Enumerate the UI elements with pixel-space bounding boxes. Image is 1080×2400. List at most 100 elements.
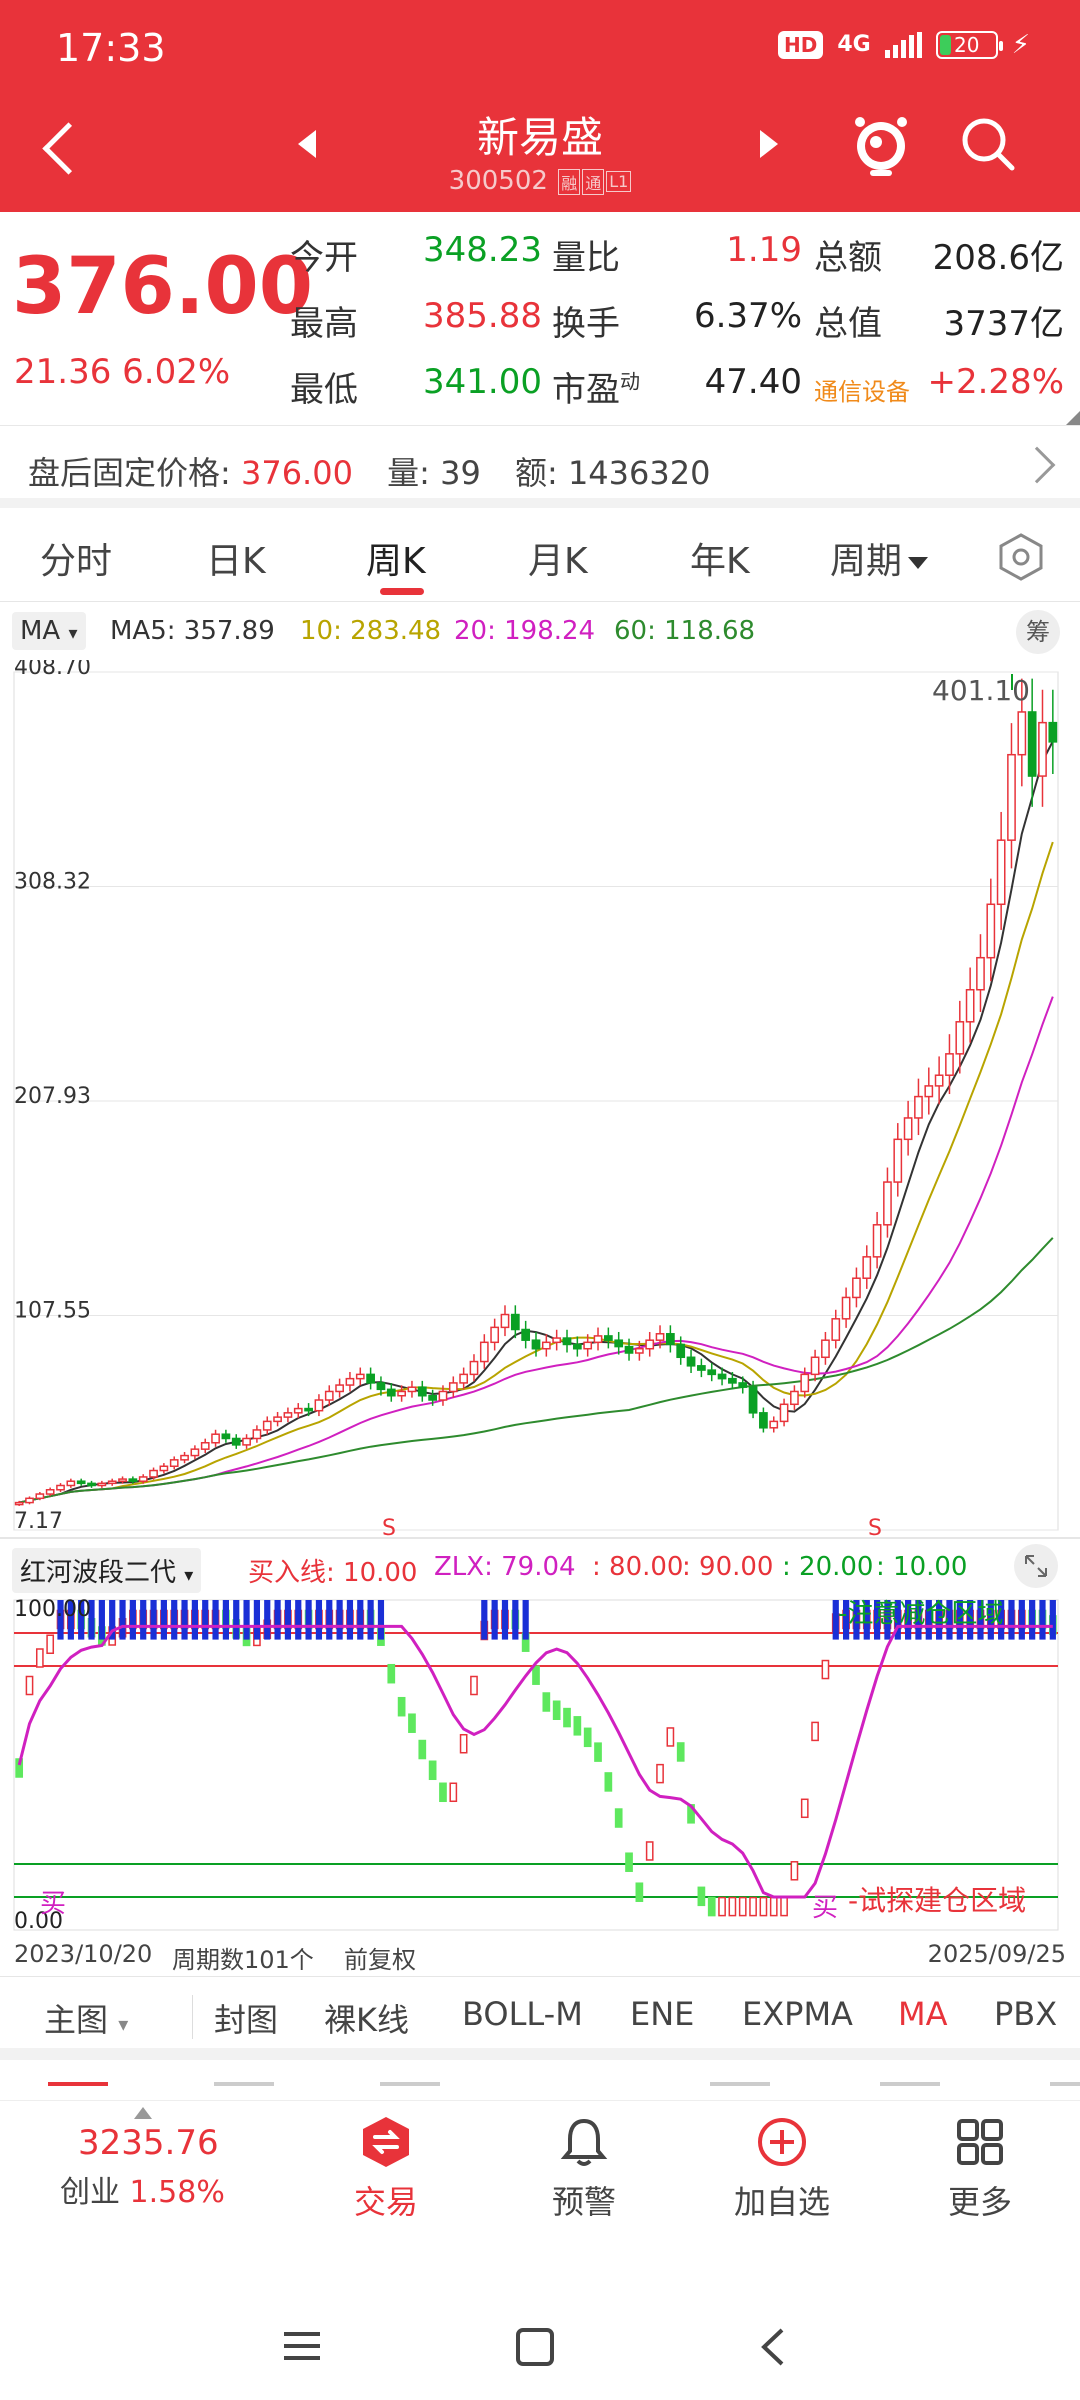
candle [231, 1437, 241, 1446]
nav-add-watchlist[interactable]: 加自选 [722, 2115, 842, 2223]
indicator-select[interactable]: 红河波段二代 ▾ [12, 1548, 202, 1593]
market-cap-value: 3737亿 [943, 304, 1064, 344]
next-stock-icon[interactable] [760, 130, 778, 158]
overbought-bar [274, 1600, 281, 1640]
ma-select[interactable]: MA ▾ [12, 612, 86, 650]
system-back-icon[interactable] [761, 2328, 784, 2366]
search-icon[interactable] [958, 114, 1018, 174]
sector-link[interactable]: 通信设备 [814, 378, 910, 406]
tab-monthly[interactable]: 月K [528, 541, 588, 582]
period-count: 周期数101个 [172, 1946, 314, 1974]
candle [996, 839, 1006, 906]
candle [707, 1369, 717, 1376]
tool-ene[interactable]: ENE [630, 1995, 695, 2033]
candle [355, 1373, 365, 1380]
hd-icon: HD [778, 31, 824, 59]
candle [738, 1382, 748, 1388]
low-label: 最低 [290, 370, 358, 410]
overbought-bar [98, 1600, 105, 1640]
expand-corner-icon[interactable] [1066, 411, 1080, 425]
overbought-bar [326, 1600, 333, 1640]
tool-overlay[interactable]: 封图 [214, 2001, 279, 2039]
overbought-bar [181, 1600, 188, 1640]
index-value[interactable]: 3235.76 [78, 2123, 219, 2163]
candle [221, 1433, 231, 1440]
active-tab-indicator [380, 588, 424, 595]
chevron-right-icon[interactable] [1018, 446, 1056, 484]
candle [138, 1476, 148, 1482]
high-value: 385.88 [423, 296, 542, 336]
indicator-top-label: 100.00 [14, 1597, 91, 1622]
candle [45, 1489, 55, 1495]
nav-more[interactable]: 更多 [920, 2115, 1040, 2223]
tool-main-chart[interactable]: 主图 ▾ [44, 2001, 129, 2039]
tab-period[interactable]: 周期 [830, 532, 929, 584]
caret-down-icon [908, 557, 929, 569]
overbought-bar [160, 1600, 167, 1640]
candle [438, 1390, 448, 1401]
tool-ma[interactable]: MA [898, 1995, 948, 2033]
overbought-bar [57, 1600, 64, 1640]
overbought-bar [884, 1600, 891, 1640]
buy-mark-right: 买 [812, 1893, 838, 1923]
menu-icon[interactable] [284, 2332, 320, 2360]
bell-icon [560, 2118, 608, 2166]
tab-daily[interactable]: 日K [206, 541, 266, 582]
signal-label-2: S [868, 1516, 882, 1541]
y-tick-label: 408.70 [14, 660, 91, 680]
candle [262, 1420, 272, 1431]
candle [14, 1501, 24, 1506]
grid-icon [957, 2119, 1003, 2165]
candle [790, 1390, 799, 1406]
system-nav-bar [284, 2328, 784, 2366]
chip-distribution-icon[interactable]: 筹 [1016, 610, 1060, 654]
nav-trade-label: 交易 [353, 2183, 418, 2221]
main-grid [13, 671, 1059, 1531]
candle [304, 1407, 313, 1412]
tool-expma[interactable]: EXPMA [742, 1995, 853, 2033]
tool-pbx[interactable]: PBX [994, 1995, 1058, 2033]
tab-weekly[interactable]: 周K [366, 541, 426, 582]
oscillator-bar [645, 1841, 654, 1861]
bottom-nav: 3235.76 创业 1.58% 交易 预警 加自选 更多 [0, 2100, 1080, 2230]
signal-icon [884, 32, 922, 58]
tab-intraday[interactable]: 分时 [40, 541, 113, 582]
indicator-tool-tabs: 主图 ▾ 封图 裸K线 BOLL-M ENE EXPMA MA PBX [0, 1976, 1080, 2060]
tag-margin: 融 [558, 168, 581, 195]
candle [76, 1480, 86, 1485]
level-80-value: : 80.00 [592, 1552, 684, 1582]
nav-trade[interactable]: 交易 [326, 2115, 446, 2223]
after-hours-row[interactable]: 盘后固定价格: 376.00 量: 39 额: 1436320 [0, 428, 1080, 508]
tab-yearly[interactable]: 年K [690, 541, 750, 582]
home-icon[interactable] [516, 2328, 554, 2366]
mascot-icon[interactable] [850, 112, 912, 178]
candle [945, 1053, 954, 1076]
nav-alert-label: 预警 [551, 2183, 616, 2221]
index-name[interactable]: 创业 1.58% [60, 2175, 225, 2210]
oscillator-bar [718, 1896, 726, 1917]
oscillator-bar [470, 1675, 478, 1696]
market-cap-label: 总值 [814, 304, 882, 344]
candle [697, 1365, 706, 1371]
status-bar: 17:33 HD 4G 20 ⚡ [0, 0, 1080, 100]
turnover-amount-label: 总额 [814, 238, 882, 278]
settings-hexagon-icon[interactable] [996, 532, 1046, 582]
ma5-value: MA5: 357.89 [110, 616, 275, 646]
candle [1017, 711, 1027, 756]
tool-bare-kline[interactable]: 裸K线 [324, 2001, 409, 2039]
overbought-bar [233, 1600, 240, 1640]
overbought-bar [88, 1600, 95, 1640]
status-icons: HD 4G 20 ⚡ [778, 30, 1030, 60]
prev-stock-icon[interactable] [298, 130, 316, 158]
expand-icon[interactable] [1014, 1544, 1058, 1588]
oscillator-bar [738, 1896, 747, 1917]
candle [841, 1296, 851, 1320]
level-10-value: : 10.00 [876, 1552, 968, 1582]
candle [728, 1377, 737, 1384]
candle [490, 1326, 500, 1344]
overbought-bar [946, 1600, 953, 1640]
nav-alert[interactable]: 预警 [524, 2115, 644, 2223]
tool-boll-m[interactable]: BOLL-M [462, 1995, 583, 2033]
candle [976, 956, 985, 991]
